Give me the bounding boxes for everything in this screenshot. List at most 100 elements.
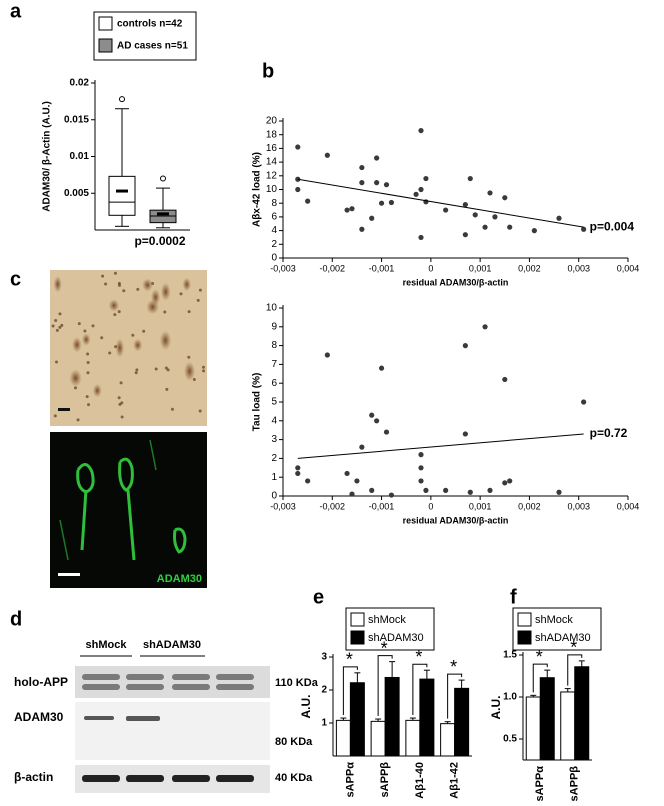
y-tick-label: 9 [271,321,277,332]
legend-swatch [98,16,113,31]
point [349,206,355,212]
cell-spot [142,278,153,292]
significance-star: * [415,647,422,667]
cell-spot [92,383,102,398]
cell-spot [196,298,200,302]
bar [560,691,576,761]
cell-spot [53,276,62,293]
x-tick-label: 0,001 [469,501,492,511]
y-tick-label: 2 [271,239,277,250]
point [374,418,380,424]
x-tick-label: 0,003 [567,501,590,511]
point [378,200,385,206]
cell-spot [164,366,168,370]
blot-bands [82,775,254,782]
cell-spot [58,325,62,329]
blot-bands [84,716,160,721]
y-tick-label: 5 [271,397,277,408]
point [472,212,478,218]
cell-spot [135,368,139,372]
cell-spot [86,371,90,375]
x-tick-label: sAPPα [344,762,356,798]
point [418,478,424,484]
lane-label: shMock [86,639,128,651]
significance-star: * [381,638,388,658]
point [462,343,468,349]
cell-spot [160,282,171,301]
point [418,186,424,193]
x-tick-label: sAPPα [534,766,546,802]
cell-spot [117,310,121,314]
cell-spot [77,322,81,326]
cell-spot [83,329,87,333]
point [295,186,301,193]
x-tick-label: -0,003 [270,501,296,511]
point [305,478,311,484]
y-tick-label: 4 [271,225,277,236]
cell-spot [55,360,59,364]
point [378,365,385,371]
cell-spot [54,319,58,323]
point [305,198,311,204]
cell-spot [85,395,89,399]
point [482,324,488,330]
panel-label: f [510,586,517,608]
cell-spot [182,277,192,292]
bar [539,677,555,761]
point [383,429,390,435]
cell-spot [165,387,169,391]
y-tick-label: 0.005 [64,188,89,199]
cell-spot [166,368,170,372]
legend-label: shADAM30 [368,632,424,644]
significance-bracket [377,655,393,717]
scale-bar [58,573,80,576]
cell-spot [146,299,159,315]
point [492,214,498,220]
size-label: 40 KDa [275,772,313,784]
x-tick-label: 0 [428,263,433,273]
cell-spot [58,312,62,316]
bar [335,719,351,757]
x-tick-label: 0,002 [518,501,541,511]
point [467,175,473,182]
significance-bracket [532,663,548,693]
trend-line [297,178,584,228]
cell-spot [117,396,121,400]
x-axis-label: residual ADAM30/β-actin [403,277,509,287]
point [369,215,375,221]
x-tick-label: -0,002 [320,501,346,511]
bar [349,682,365,757]
point [354,478,360,484]
point [418,127,424,134]
x-tick-label: 0,002 [518,263,541,273]
cell-spot [133,338,143,352]
point [556,489,562,495]
cell-spot [136,287,140,291]
cell-spot [198,288,202,292]
cell-spot [179,292,183,296]
x-tick-label: 0,004 [617,501,640,511]
blot-strip [75,702,270,760]
legend-label: AD cases n=51 [117,41,188,52]
x-axis-label: residual ADAM30/β-actin [403,515,509,525]
panel-label: c [10,268,21,290]
point [443,207,449,213]
y-tick-label: 8 [271,340,277,351]
x-tick-label: Aβ1-42 [449,762,461,799]
legend-label: shMock [368,614,406,626]
bar [574,666,590,761]
cell-spot [154,367,158,371]
point [418,465,424,471]
significance-star: * [450,657,457,677]
cell-spot [53,414,57,418]
point [502,480,508,486]
point [359,444,365,450]
x-tick-label: sAPPβ [379,762,391,798]
x-tick-label: 0,003 [567,263,590,273]
cell-spot [113,313,117,317]
y-tick-label: 18 [266,129,278,140]
y-tick-label: 10 [266,303,278,314]
cell-spot [163,310,167,314]
significance-star: * [570,638,577,658]
